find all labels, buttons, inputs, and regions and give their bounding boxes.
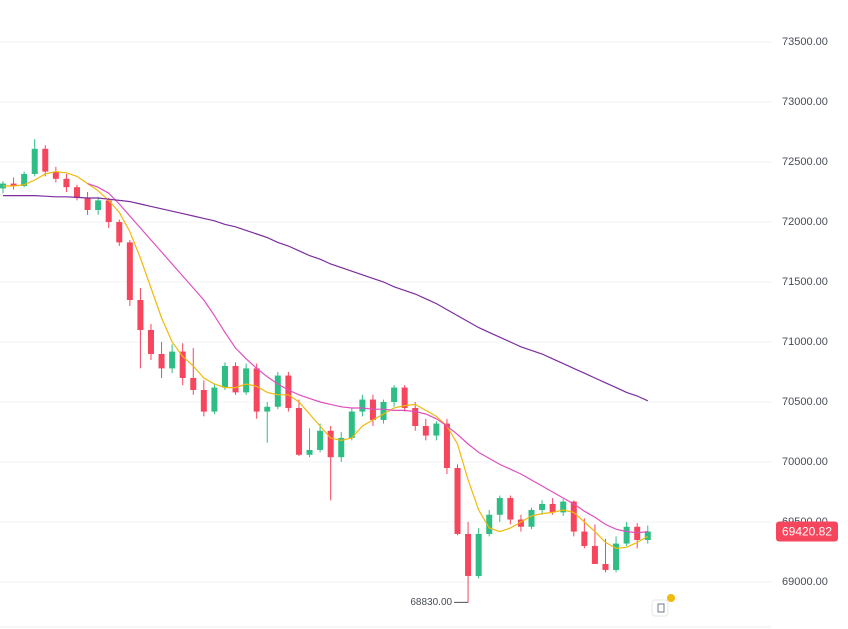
candle-body — [486, 514, 493, 534]
chart-tools[interactable] — [651, 594, 675, 617]
candle-body — [412, 407, 419, 426]
candle-body — [391, 387, 398, 402]
notice-dot — [667, 594, 675, 602]
candle-body — [158, 353, 165, 369]
candle-body — [126, 242, 133, 300]
y-tick-label: 71000.00 — [782, 336, 828, 348]
candle-body — [613, 543, 620, 570]
candle-body — [147, 329, 154, 354]
candle-body — [63, 178, 70, 188]
candle-body — [221, 365, 228, 388]
candle-body — [211, 387, 218, 412]
candle-body — [21, 173, 28, 186]
y-tick-label: 72000.00 — [782, 216, 828, 228]
candle-body — [243, 368, 250, 393]
tool-icon — [657, 603, 665, 613]
candle-body — [190, 377, 197, 390]
candle-body — [317, 430, 324, 450]
candle-body — [274, 375, 281, 407]
y-tick-label: 69000.00 — [782, 576, 828, 588]
candle-body — [401, 387, 408, 408]
candle-body — [443, 423, 450, 468]
candle-body — [433, 423, 440, 436]
candle-body — [570, 501, 577, 532]
last-price-tag — [776, 521, 838, 542]
candle-body — [327, 430, 334, 458]
candle-body — [539, 503, 546, 510]
candle-body — [496, 497, 503, 515]
candle-body — [306, 449, 313, 455]
candle-body — [591, 545, 598, 564]
candle-body — [73, 187, 80, 198]
candle-body — [52, 171, 59, 179]
moving-average-line — [87, 183, 648, 534]
candle-body — [137, 299, 144, 330]
tool-button[interactable] — [651, 599, 669, 617]
candle-body — [422, 425, 429, 436]
candle-body — [348, 411, 355, 438]
y-tick-label: 73000.00 — [782, 96, 828, 108]
candle-body — [10, 183, 17, 186]
y-tick-label: 71500.00 — [782, 276, 828, 288]
candle-body — [169, 351, 176, 369]
candle-body — [549, 503, 556, 513]
candle-body — [359, 399, 366, 412]
candle-body — [105, 200, 112, 222]
candle-body — [42, 148, 49, 172]
candle-body — [560, 501, 567, 513]
candle-body — [200, 389, 207, 412]
last-price-label: 69420.82 — [782, 525, 832, 539]
candle-body — [644, 531, 651, 540]
candle-body — [232, 365, 239, 393]
candle-body — [454, 467, 461, 534]
y-tick-label: 73500.00 — [782, 36, 828, 48]
candle-body — [338, 437, 345, 458]
candle-body — [623, 526, 630, 544]
candle-body — [285, 375, 292, 408]
candle-body — [581, 531, 588, 546]
candle-body — [253, 368, 260, 412]
candle-body — [602, 563, 609, 570]
candle-body — [116, 221, 123, 243]
y-tick-label: 72500.00 — [782, 156, 828, 168]
candle-body — [465, 533, 472, 576]
candle-body — [517, 519, 524, 527]
candle-body — [295, 407, 302, 455]
low-price-label: 68830.00 — [410, 597, 452, 608]
candle-body — [528, 509, 535, 527]
candle-body — [31, 148, 38, 174]
candle-body — [179, 351, 186, 378]
y-tick-label: 70000.00 — [782, 456, 828, 468]
y-tick-label: 70500.00 — [782, 396, 828, 408]
candle-body — [475, 533, 482, 576]
candle-body — [507, 497, 514, 520]
candle-body — [264, 406, 271, 412]
moving-average-line — [3, 170, 649, 550]
candle-body — [84, 197, 91, 210]
candle-body — [380, 401, 387, 420]
moving-average-line — [3, 195, 649, 402]
candle-body — [95, 200, 102, 210]
